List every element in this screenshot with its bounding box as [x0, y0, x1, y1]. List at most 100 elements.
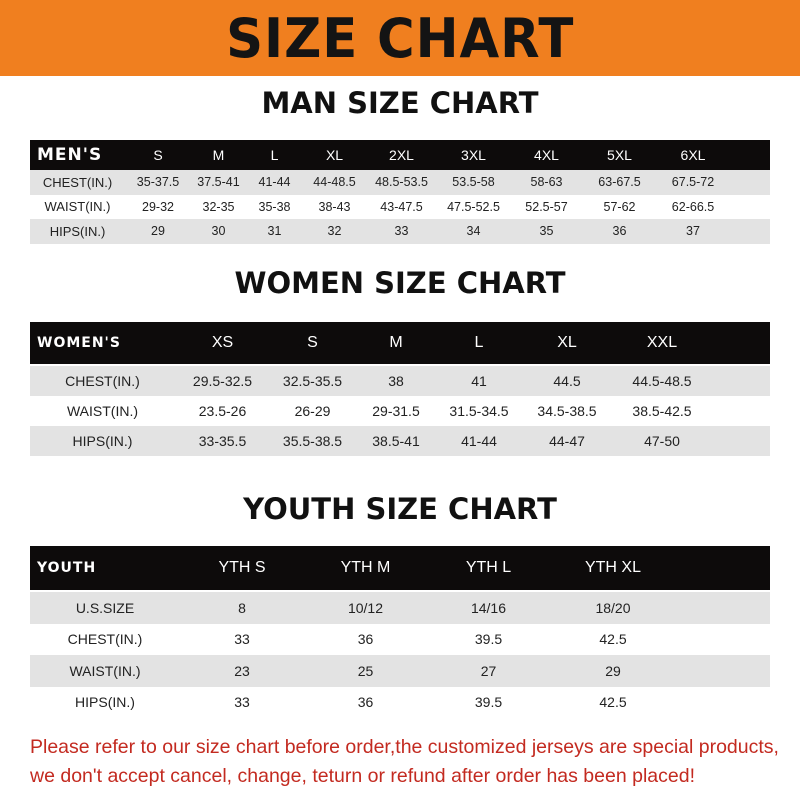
table-row: CHEST(IN.) 33 36 39.5 42.5	[30, 623, 770, 655]
row-label: WAIST(IN.)	[44, 199, 111, 215]
table-cell: 44.5	[553, 373, 581, 389]
row-label: CHEST(IN.)	[42, 174, 113, 190]
table-cell: 39.5	[474, 631, 503, 648]
table-title-cell: WOMEN'S	[37, 335, 121, 351]
table-cell: 47-50	[644, 433, 680, 449]
table-cell: 31	[267, 224, 282, 239]
table-cell: 29-31.5	[372, 403, 420, 419]
table-cell: 35-38	[258, 199, 291, 214]
table-header-row: YOUTH YTH S YTH M YTH L YTH XL	[30, 546, 770, 590]
table-cell: 18/20	[595, 599, 631, 616]
table-cell: 29.5-32.5	[192, 373, 253, 389]
table-row: CHEST(IN.) 29.5-32.5 32.5-35.5 38 41 44.5 44.5…	[30, 366, 770, 396]
table-row: CHEST(IN.) 35-37.5 37.5-41 41-44 44-48.5 48.5…	[30, 170, 770, 195]
table-row: HIPS(IN.) 29 30 31 32 33 34 35 36 37	[30, 219, 770, 244]
size-header-cell: 6XL	[680, 147, 706, 163]
table-cell: 33	[234, 631, 250, 648]
size-header-cell: YTH S	[218, 559, 266, 576]
table-cell: 25	[357, 662, 374, 679]
table-cell: 26-29	[294, 403, 331, 419]
table-cell: 30	[211, 224, 226, 239]
table-cell: 42.5	[599, 694, 627, 711]
row-label: HIPS(IN.)	[75, 694, 135, 711]
table-cell: 38-43	[318, 199, 351, 214]
table-cell: 44-47	[549, 433, 585, 449]
table-cell: 57-62	[603, 199, 636, 214]
table-cell: 29-32	[142, 199, 174, 214]
men-heading: MAN SIZE CHART	[261, 86, 539, 120]
youth-size-table: YOUTH YTH S YTH M YTH L YTH XL U.S.SIZE 8 10/12…	[30, 546, 770, 718]
table-title-cell: MEN'S	[37, 145, 103, 165]
size-header-cell: YTH XL	[584, 559, 641, 576]
table-row: WAIST(IN.) 23.5-26 26-29 29-31.5 31.5-34.5 34…	[30, 396, 770, 426]
table-cell: 33	[234, 694, 250, 711]
table-cell: 31.5-34.5	[449, 403, 509, 419]
table-cell: 38.5-42.5	[632, 403, 692, 419]
table-cell: 58-63	[530, 175, 563, 190]
table-cell: 34	[466, 224, 481, 239]
row-label: U.S.SIZE	[75, 599, 135, 616]
size-header-cell: 3XL	[461, 147, 486, 163]
table-cell: 8	[238, 599, 246, 616]
women-size-table: WOMEN'S XS S M L XL XXL CHEST(IN.) 29.5-32.5 32.5…	[30, 322, 770, 456]
table-cell: 41	[471, 373, 487, 389]
size-header-cell: XL	[557, 334, 577, 351]
size-header-cell: S	[307, 334, 318, 351]
table-row: HIPS(IN.) 33 36 39.5 42.5	[30, 686, 770, 718]
table-row: U.S.SIZE 8 10/12 14/16 18/20	[30, 592, 770, 624]
size-header-cell: 4XL	[534, 147, 559, 163]
table-header-row: WOMEN'S XS S M L XL XXL	[30, 322, 770, 364]
table-cell: 62-66.5	[671, 199, 715, 214]
table-cell: 29	[605, 662, 621, 679]
size-header-cell: M	[389, 334, 403, 351]
table-cell: 36	[357, 694, 374, 711]
order-notice: Please refer to our size chart before or…	[30, 733, 790, 791]
table-cell: 53.5-58	[452, 175, 495, 190]
table-row: HIPS(IN.) 33-35.5 35.5-38.5 38.5-41 41-44 44-…	[30, 426, 770, 456]
table-title-cell: YOUTH	[37, 560, 97, 576]
size-header-cell: XXL	[646, 334, 678, 351]
table-cell: 48.5-53.5	[375, 175, 428, 190]
table-cell: 41-44	[461, 433, 497, 449]
table-cell: 14/16	[470, 599, 507, 616]
table-cell: 10/12	[347, 599, 384, 616]
table-cell: 38	[388, 373, 404, 389]
row-label: CHEST(IN.)	[65, 373, 140, 389]
title-banner: SIZE CHART	[0, 0, 800, 76]
table-cell: 35.5-38.5	[282, 433, 343, 449]
table-cell: 35	[539, 224, 554, 239]
table-header-row: MEN'S S M L XL 2XL 3XL 4XL 5XL 6XL	[30, 140, 770, 170]
table-cell: 32.5-35.5	[282, 373, 343, 389]
banner-title: SIZE CHART	[225, 6, 575, 70]
table-cell: 32-35	[202, 199, 235, 214]
table-cell: 34.5-38.5	[537, 403, 597, 419]
size-header-cell: S	[153, 147, 163, 163]
table-cell: 39.5	[474, 694, 503, 711]
table-row: WAIST(IN.) 23 25 27 29	[30, 655, 770, 687]
table-cell: 67.5-72	[671, 175, 715, 190]
table-cell: 29	[151, 224, 165, 239]
table-cell: 27	[480, 662, 497, 679]
size-header-cell: L	[474, 334, 484, 351]
size-header-cell: 5XL	[607, 147, 632, 163]
row-label: WAIST(IN.)	[66, 403, 139, 419]
notice-line-1: Please refer to our size chart before or…	[30, 736, 779, 758]
table-cell: 36	[357, 631, 374, 648]
table-cell: 47.5-52.5	[447, 199, 500, 214]
table-cell: 42.5	[599, 631, 627, 648]
size-header-cell: L	[270, 147, 279, 163]
size-header-cell: XS	[211, 334, 234, 351]
table-cell: 23.5-26	[198, 403, 247, 419]
table-cell: 37.5-41	[197, 175, 240, 190]
size-header-cell: XL	[325, 147, 344, 163]
table-cell: 23	[234, 662, 250, 679]
table-cell: 41-44	[258, 175, 291, 190]
size-header-cell: YTH M	[340, 559, 391, 576]
size-header-cell: 2XL	[389, 147, 414, 163]
row-label: CHEST(IN.)	[67, 631, 143, 648]
table-cell: 38.5-41	[372, 433, 420, 449]
table-row: WAIST(IN.) 29-32 32-35 35-38 38-43 43-47.5 47.…	[30, 194, 770, 219]
table-cell: 36	[612, 224, 627, 239]
table-cell: 44-48.5	[313, 175, 356, 190]
size-header-cell: YTH L	[465, 559, 512, 576]
